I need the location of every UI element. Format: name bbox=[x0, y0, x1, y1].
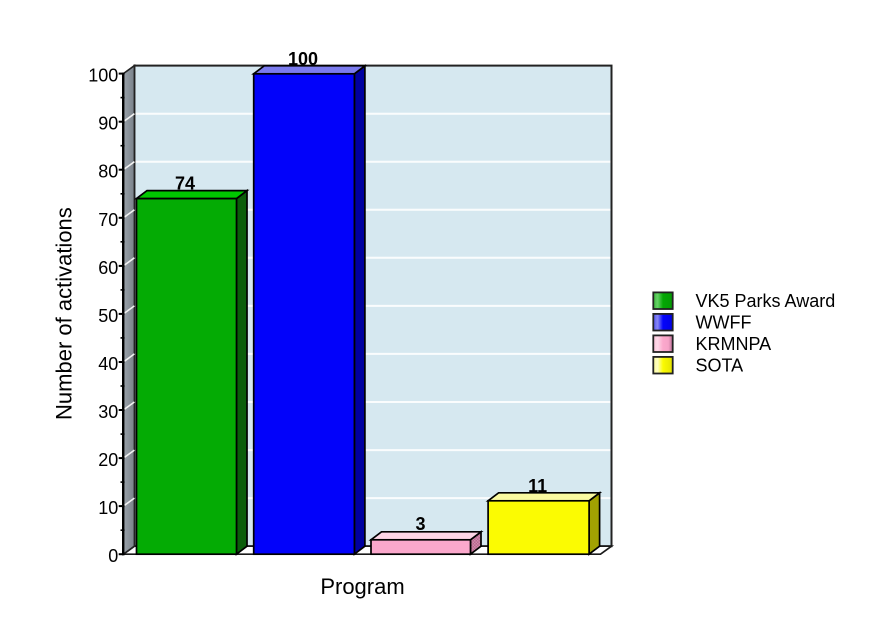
svg-text:3: 3 bbox=[415, 514, 425, 534]
svg-text:WWFF: WWFF bbox=[696, 313, 752, 333]
svg-text:VK5 Parks Award: VK5 Parks Award bbox=[696, 291, 836, 311]
svg-text:74: 74 bbox=[175, 174, 195, 194]
svg-text:80: 80 bbox=[98, 162, 118, 182]
svg-text:Number of activations: Number of activations bbox=[52, 207, 77, 420]
svg-text:30: 30 bbox=[98, 402, 118, 422]
svg-text:40: 40 bbox=[98, 354, 118, 374]
svg-text:KRMNPA: KRMNPA bbox=[696, 334, 772, 354]
svg-text:0: 0 bbox=[108, 546, 118, 566]
svg-text:50: 50 bbox=[98, 306, 118, 326]
svg-text:20: 20 bbox=[98, 450, 118, 470]
svg-text:90: 90 bbox=[98, 114, 118, 134]
svg-text:100: 100 bbox=[288, 49, 318, 69]
svg-text:60: 60 bbox=[98, 258, 118, 278]
svg-text:70: 70 bbox=[98, 210, 118, 230]
svg-text:11: 11 bbox=[528, 476, 547, 496]
svg-text:10: 10 bbox=[98, 498, 118, 518]
svg-text:100: 100 bbox=[88, 66, 118, 86]
svg-text:Program: Program bbox=[320, 574, 404, 599]
svg-text:SOTA: SOTA bbox=[696, 356, 744, 376]
